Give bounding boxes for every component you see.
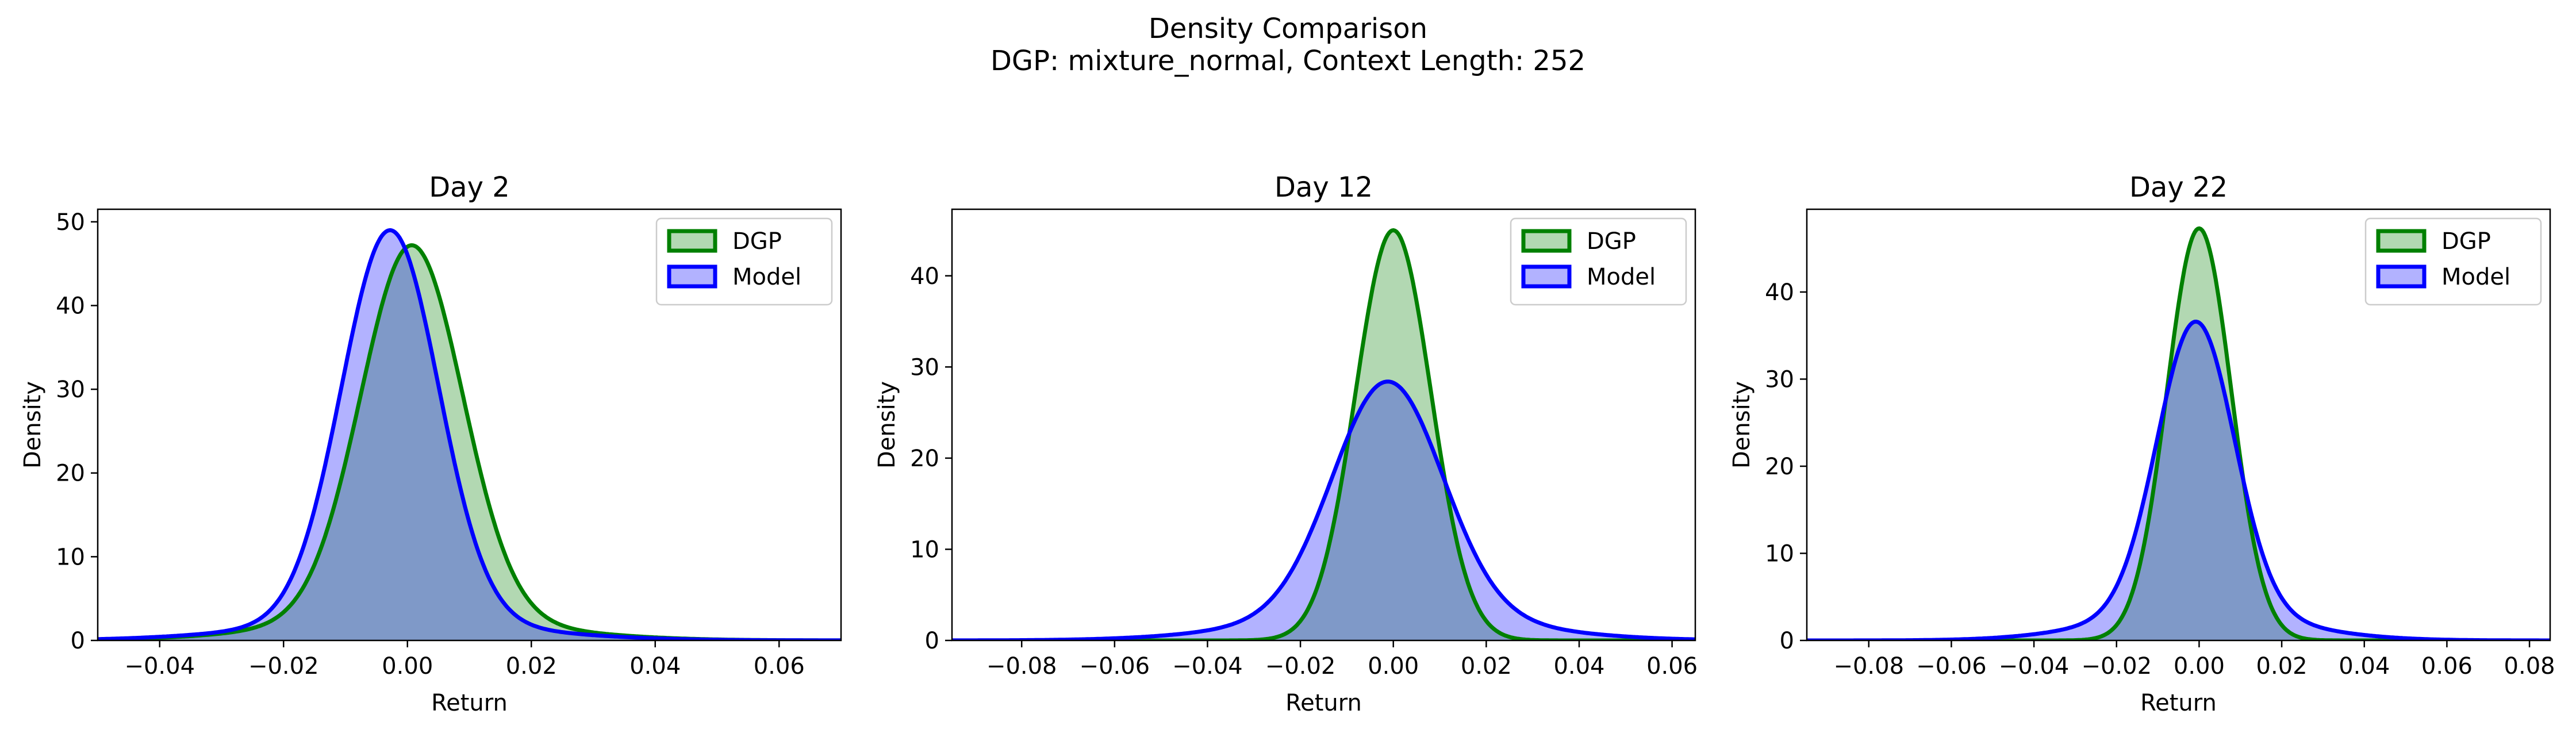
panel-3: −0.08 −0.06 −0.04 −0.02 0.00 0.02 0.04 0.06 0.08… xyxy=(1729,171,2555,716)
density-line-dgp xyxy=(1807,226,2550,640)
legend-label-dgp: DGP xyxy=(2441,228,2491,255)
axes-frame xyxy=(951,208,1696,642)
x-tick-label: −0.08 xyxy=(1833,653,1904,680)
x-tick-label: 0.06 xyxy=(2421,653,2473,680)
axes-frame xyxy=(97,208,842,642)
density-overlap-fill xyxy=(98,250,841,640)
y-tick-label: 10 xyxy=(56,544,85,570)
x-tick-label: 0.02 xyxy=(2256,653,2308,680)
legend-label-model: Model xyxy=(1587,264,1656,290)
legend-label-dgp: DGP xyxy=(732,228,782,255)
y-tick-label: 40 xyxy=(56,293,85,319)
x-tick-label: 0.00 xyxy=(1368,653,1419,680)
figure-title: Density Comparison xyxy=(1148,13,1428,45)
density-overlap-fill xyxy=(1807,321,2550,640)
density-fill-dgp xyxy=(98,245,841,640)
x-tick-label: 0.04 xyxy=(1553,653,1604,680)
x-tick-label: −0.08 xyxy=(986,653,1057,680)
x-tick-label: 0.00 xyxy=(382,653,433,680)
y-tick-label: 20 xyxy=(910,446,939,472)
y-axis-label: Density xyxy=(874,381,900,469)
legend-swatch-dgp xyxy=(1521,229,1572,253)
x-tick-label: 0.06 xyxy=(754,653,805,680)
panel-title: Day 2 xyxy=(429,171,510,204)
legend-label-model: Model xyxy=(732,264,801,290)
density-fill-model xyxy=(952,381,1695,640)
x-axis-label: Return xyxy=(2140,690,2217,716)
panel-title: Day 12 xyxy=(1274,171,1373,204)
y-tick-label: 0 xyxy=(925,628,939,654)
y-axis-label: Density xyxy=(20,381,46,469)
x-tick-label: 0.04 xyxy=(2339,653,2390,680)
x-axis-label: Return xyxy=(431,690,508,716)
y-tick-label: 30 xyxy=(1765,366,1794,393)
legend-swatch-model xyxy=(2376,264,2427,289)
density-overlap-fill xyxy=(952,381,1695,640)
legend-swatch-model xyxy=(667,264,717,289)
y-tick-label: 40 xyxy=(910,263,939,290)
y-axis-label: Density xyxy=(1729,381,1755,469)
panel-1: −0.04 −0.02 0.00 0.02 0.04 0.06 0 10 20 30 40 50 Day… xyxy=(20,171,842,716)
x-tick-label: −0.04 xyxy=(1172,653,1243,680)
y-tick-label: 0 xyxy=(71,628,85,654)
x-axis-label: Return xyxy=(1285,690,1362,716)
legend-label-dgp: DGP xyxy=(1587,228,1636,255)
x-tick-label: −0.06 xyxy=(1916,653,1987,680)
x-tick-label: −0.02 xyxy=(248,653,319,680)
y-tick-label: 50 xyxy=(56,209,85,236)
legend-swatch-dgp xyxy=(2376,229,2427,253)
x-tick-label: −0.04 xyxy=(124,653,195,680)
legend: DGP Model xyxy=(655,217,833,306)
y-tick-label: 10 xyxy=(910,536,939,563)
legend: DGP Model xyxy=(2364,217,2542,306)
panel-title: Day 22 xyxy=(2129,171,2228,204)
axes-frame xyxy=(1806,208,2551,642)
legend-label-model: Model xyxy=(2441,264,2510,290)
x-tick-label: −0.02 xyxy=(2081,653,2152,680)
y-tick-label: 20 xyxy=(56,460,85,487)
y-tick-label: 40 xyxy=(1765,279,1794,306)
x-tick-label: 0.02 xyxy=(1461,653,1512,680)
figure-subtitle: DGP: mixture_normal, Context Length: 252 xyxy=(990,45,1586,77)
legend-swatch-model xyxy=(1521,264,1572,289)
legend: DGP Model xyxy=(1510,217,1687,306)
density-line-dgp xyxy=(952,228,1695,640)
x-tick-label: 0.06 xyxy=(1646,653,1698,680)
y-tick-label: 20 xyxy=(1765,454,1794,480)
legend-swatch-dgp xyxy=(667,229,717,253)
plot-area xyxy=(952,228,1695,640)
x-tick-label: 0.08 xyxy=(2504,653,2555,680)
y-tick-label: 10 xyxy=(1765,540,1794,567)
x-tick-label: −0.06 xyxy=(1080,653,1150,680)
density-line-model xyxy=(952,379,1695,640)
y-tick-label: 30 xyxy=(910,354,939,381)
y-tick-label: 30 xyxy=(56,377,85,403)
x-tick-label: −0.02 xyxy=(1265,653,1336,680)
x-tick-label: 0.00 xyxy=(2174,653,2225,680)
x-tick-label: −0.04 xyxy=(1999,653,2070,680)
x-tick-label: 0.02 xyxy=(506,653,557,680)
panel-2: −0.08 −0.06 −0.04 −0.02 0.00 0.02 0.04 0.06 0 10 2… xyxy=(874,171,1698,716)
y-tick-label: 0 xyxy=(1780,628,1794,654)
x-tick-label: 0.04 xyxy=(629,653,681,680)
